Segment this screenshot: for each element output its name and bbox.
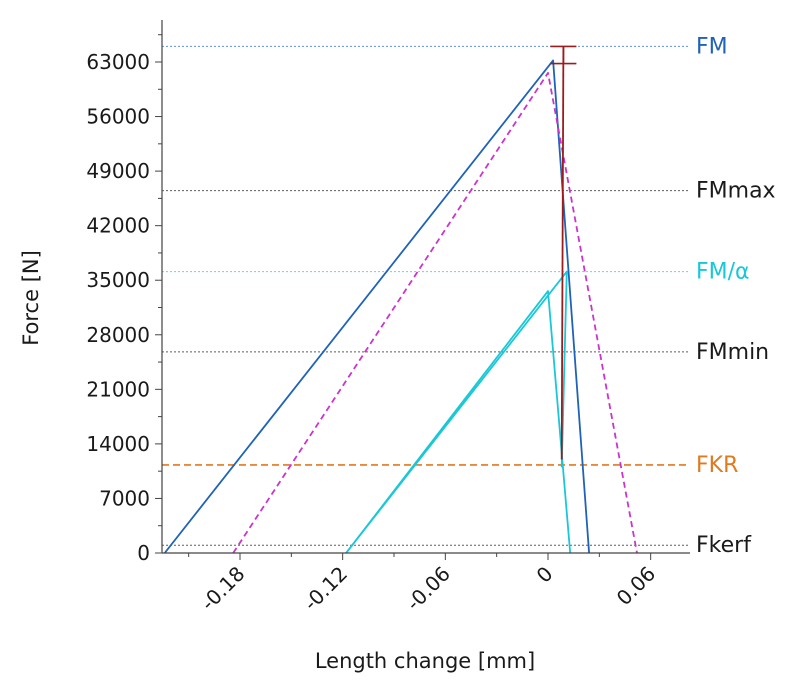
y-tick-label: 42000: [86, 214, 150, 238]
error-bar: [550, 45, 577, 65]
reference-line-label: Fkerf: [696, 533, 752, 558]
y-tick-label: 63000: [86, 50, 150, 74]
reference-line-labels: FM FMmax FM/α FMmin FKR Fkerf: [696, 34, 776, 558]
y-tick-label: 49000: [86, 159, 150, 183]
x-tick-label: 0: [532, 562, 558, 588]
x-tick-label: 0.06: [612, 562, 660, 610]
reference-line-label: FMmin: [696, 340, 769, 365]
series-line: [163, 59, 590, 554]
x-tick-label: -0.12: [299, 562, 353, 616]
y-tick-label: 21000: [86, 377, 150, 401]
x-axis-ticks: -0.18 -0.12 -0.06 0 0.06: [188, 553, 660, 616]
y-tick-label: 7000: [99, 486, 150, 510]
y-tick-label: 56000: [86, 105, 150, 129]
y-tick-label: 28000: [86, 323, 150, 347]
data-series: [163, 46, 638, 554]
reference-line-label: FKR: [696, 453, 738, 478]
reference-line-label: FM/α: [696, 260, 750, 285]
y-tick-label: 0: [137, 541, 150, 565]
x-tick-label: -0.18: [196, 562, 250, 616]
series-line: [232, 72, 638, 554]
reference-lines: [162, 45, 690, 546]
axes: [161, 20, 690, 554]
series-line: [345, 290, 572, 554]
reference-line-label: FM: [696, 34, 728, 59]
reference-line-label: FMmax: [696, 179, 776, 204]
y-tick-label: 14000: [86, 432, 150, 456]
y-axis-title: Force [N]: [19, 250, 43, 346]
x-tick-label: -0.06: [401, 562, 455, 616]
series-line: [560, 46, 565, 460]
series-line: [345, 270, 568, 554]
x-axis-title: Length change [mm]: [315, 649, 535, 673]
y-axis-ticks: 0 7000 14000 21000 28000 35000 42000 49000 56000…: [86, 34, 162, 565]
y-tick-label: 35000: [86, 268, 150, 292]
